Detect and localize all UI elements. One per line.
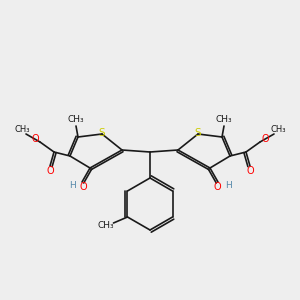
Text: CH₃: CH₃ xyxy=(216,115,232,124)
Text: CH₃: CH₃ xyxy=(97,221,114,230)
Text: H: H xyxy=(225,182,231,190)
Text: O: O xyxy=(46,166,54,176)
Text: S: S xyxy=(195,128,201,138)
Text: O: O xyxy=(31,134,39,144)
Text: O: O xyxy=(246,166,254,176)
Text: O: O xyxy=(261,134,269,144)
Text: CH₃: CH₃ xyxy=(14,125,30,134)
Text: CH₃: CH₃ xyxy=(270,125,286,134)
Text: O: O xyxy=(213,182,221,192)
Text: H: H xyxy=(69,182,75,190)
Text: CH₃: CH₃ xyxy=(68,115,84,124)
Text: S: S xyxy=(99,128,105,138)
Text: O: O xyxy=(79,182,87,192)
